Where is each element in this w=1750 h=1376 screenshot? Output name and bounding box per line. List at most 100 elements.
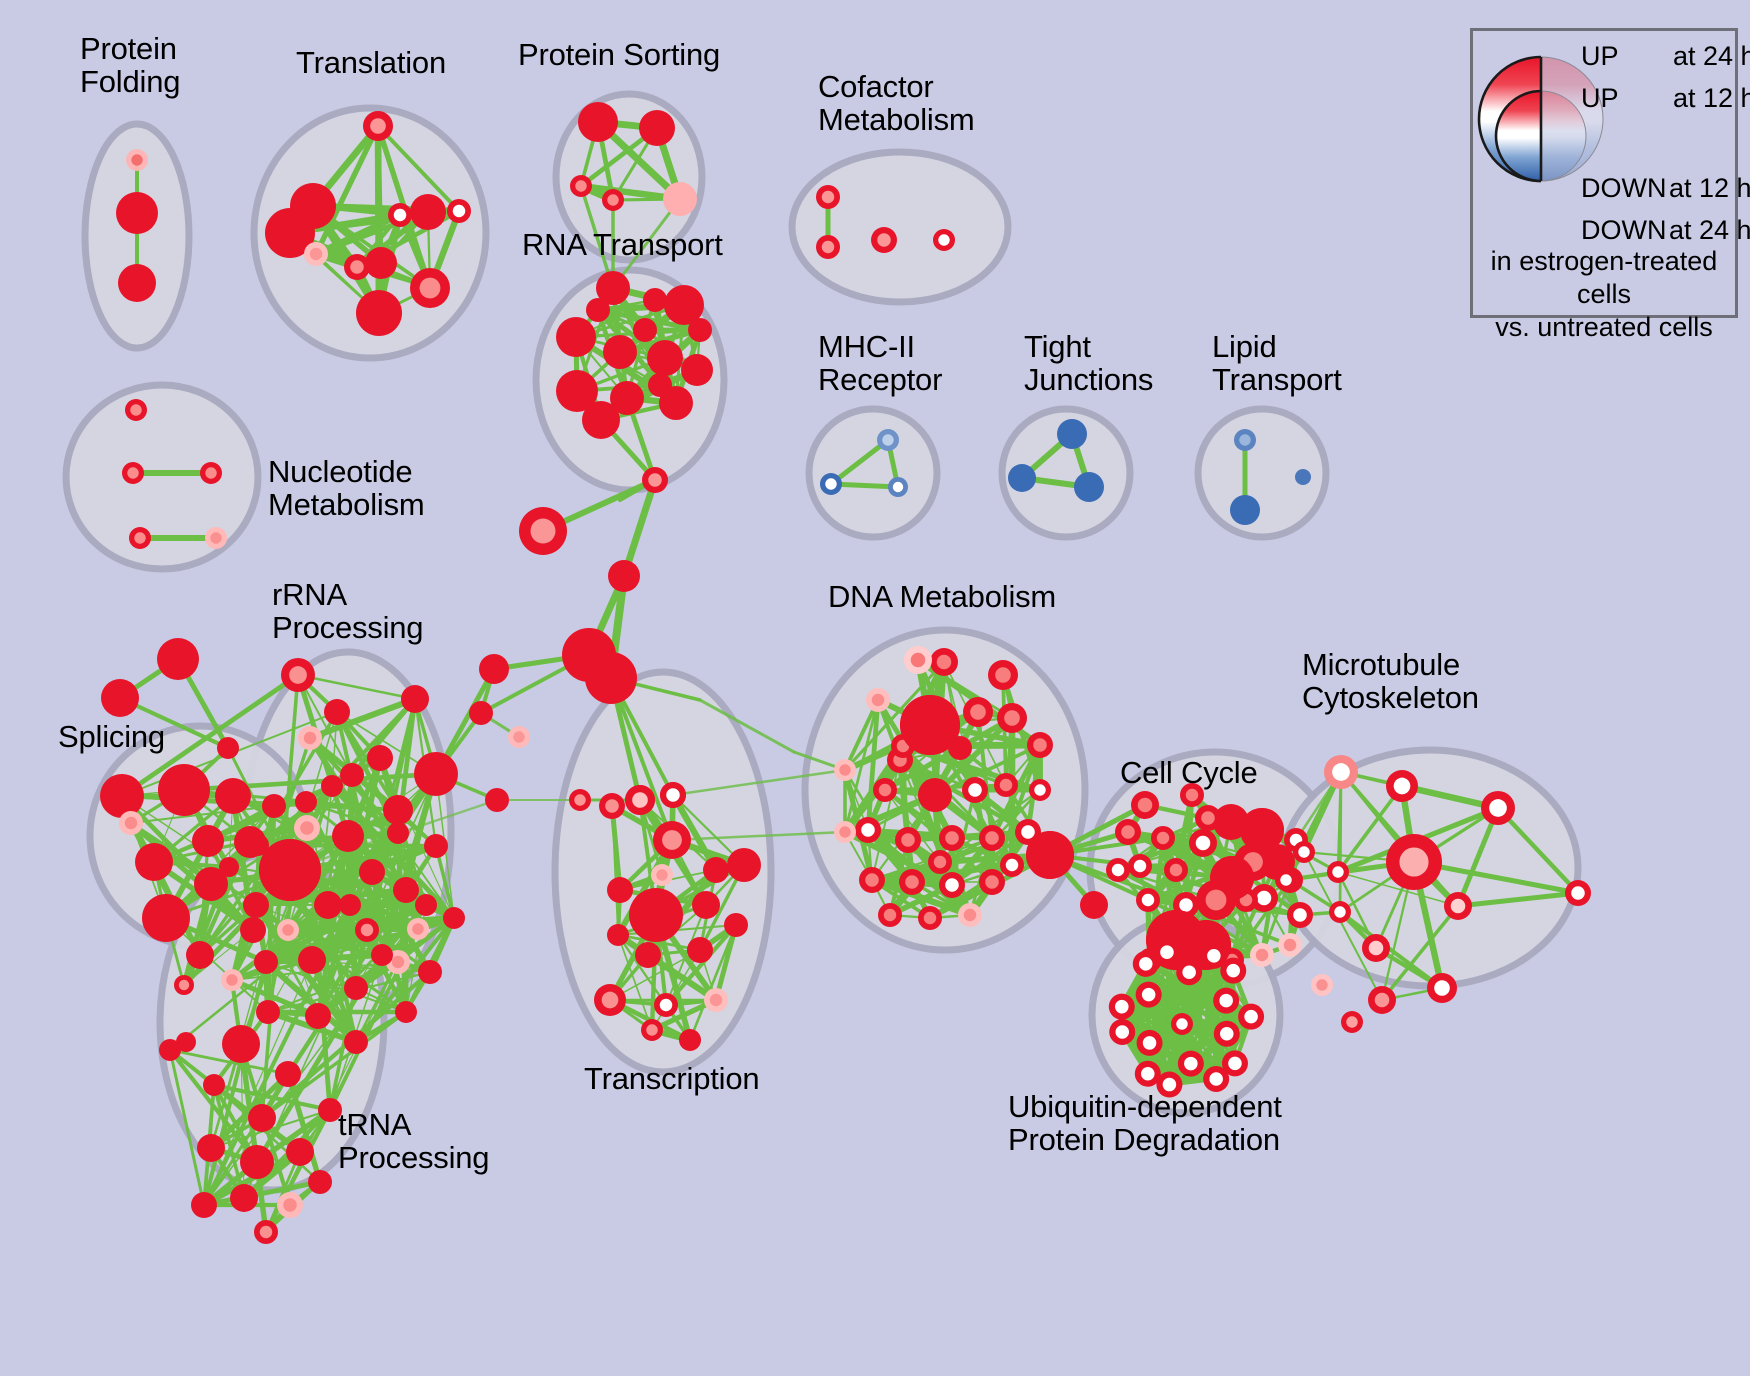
cluster-label-protein-sorting: Protein Sorting xyxy=(518,37,721,72)
network-edge xyxy=(168,1048,206,1207)
network-node-inner xyxy=(910,652,926,668)
network-node-inner xyxy=(656,869,668,881)
network-node-inner xyxy=(1141,893,1155,907)
network-node-inner xyxy=(1228,1056,1242,1071)
network-node xyxy=(383,795,413,825)
network-edge xyxy=(670,830,847,842)
network-node-inner xyxy=(1316,979,1328,991)
network-node-inner xyxy=(945,878,959,892)
network-edge xyxy=(119,672,301,799)
network-node xyxy=(275,1061,301,1087)
network-node-inner xyxy=(513,731,525,743)
network-node-inner xyxy=(995,667,1011,683)
network-node-inner xyxy=(1141,1066,1155,1081)
cluster-label-protein-folding: Protein Folding xyxy=(80,31,181,100)
network-node-inner xyxy=(530,518,556,544)
network-node xyxy=(247,834,269,856)
network-node-inner xyxy=(1034,784,1046,796)
network-node-inner xyxy=(130,404,142,416)
network-edge xyxy=(1336,784,1404,874)
network-node xyxy=(262,794,286,818)
network-node xyxy=(479,654,509,684)
cluster-hull xyxy=(788,148,1012,306)
network-edge xyxy=(1455,805,1501,909)
network-edge xyxy=(713,922,739,1003)
network-edge xyxy=(698,698,796,754)
network-node-inner xyxy=(1209,1072,1223,1086)
network-edge xyxy=(129,821,258,907)
network-node-inner xyxy=(1256,890,1272,906)
network-node xyxy=(703,857,729,883)
network-edge xyxy=(843,698,880,772)
network-node xyxy=(607,877,633,903)
network-node-inner xyxy=(1219,993,1233,1008)
network-edge xyxy=(260,1010,408,1120)
network-node xyxy=(256,1000,280,1024)
network-node xyxy=(692,891,720,919)
network-node-inner xyxy=(1368,940,1384,956)
network-node-inner xyxy=(300,821,314,835)
network-node xyxy=(339,894,361,916)
network-edge xyxy=(130,805,275,824)
network-edge xyxy=(620,476,659,580)
network-node-inner xyxy=(1115,1025,1130,1039)
network-node-inner xyxy=(131,154,143,166)
network-node xyxy=(424,834,448,858)
network-node xyxy=(1026,831,1074,879)
cluster-label-lipid-transport: Lipid Transport xyxy=(1212,329,1342,398)
network-edge xyxy=(263,1107,333,1235)
network-node xyxy=(135,843,173,881)
network-edge xyxy=(1495,805,1581,896)
network-node-inner xyxy=(1142,1036,1157,1050)
network-node xyxy=(485,788,509,812)
network-node-inner xyxy=(666,788,680,802)
network-node xyxy=(176,1032,196,1052)
network-node xyxy=(1080,891,1108,919)
network-node xyxy=(254,950,278,974)
network-node-inner xyxy=(1156,831,1170,845)
network-node xyxy=(629,888,683,942)
network-node xyxy=(582,401,620,439)
legend-time-0: at 24 hrs xyxy=(1673,41,1750,71)
network-node-inner xyxy=(1160,945,1174,959)
network-edge xyxy=(1000,672,1043,793)
network-edge xyxy=(611,197,682,290)
network-node-inner xyxy=(901,833,915,847)
network-node-inner xyxy=(1489,799,1507,817)
network-node-inner xyxy=(303,731,317,745)
network-node xyxy=(610,381,644,415)
network-node xyxy=(387,822,409,844)
legend-direction-0: UP xyxy=(1581,41,1619,71)
network-node xyxy=(469,701,493,725)
network-node xyxy=(414,752,458,796)
network-node xyxy=(265,208,315,258)
network-node-inner xyxy=(282,924,294,936)
network-node xyxy=(116,192,158,234)
network-edge xyxy=(1455,890,1581,909)
network-node-inner xyxy=(1184,1056,1198,1071)
network-node xyxy=(230,1184,258,1212)
network-node xyxy=(556,370,598,412)
network-node-inner xyxy=(178,979,190,991)
network-node-inner xyxy=(709,993,723,1007)
network-node xyxy=(243,892,269,918)
network-node xyxy=(159,1039,181,1061)
network-edge xyxy=(1337,909,1445,991)
network-node xyxy=(240,917,266,943)
network-edge xyxy=(118,696,230,750)
network-node xyxy=(681,354,713,386)
network-node-inner xyxy=(1280,874,1292,886)
network-node xyxy=(100,774,144,818)
network-node xyxy=(918,778,952,812)
network-node-inner xyxy=(1169,863,1183,877)
network-node-inner xyxy=(1195,835,1211,851)
network-node-inner xyxy=(205,467,217,479)
network-node xyxy=(314,891,342,919)
network-node-inner xyxy=(1162,1077,1177,1092)
network-edge xyxy=(1260,878,1292,957)
network-node-inner xyxy=(1283,938,1297,952)
network-node-inner xyxy=(1244,1009,1258,1024)
network-node-inner xyxy=(1332,866,1344,878)
